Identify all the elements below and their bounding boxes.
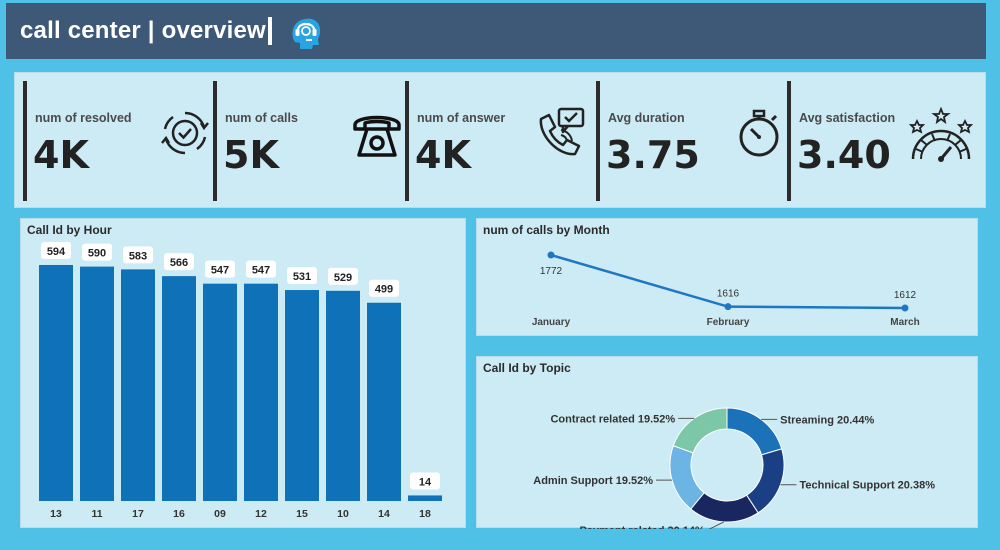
data-label: 583 (129, 250, 147, 262)
kpi-avg-duration: Avg duration 3.75 (596, 81, 786, 201)
series-line (550, 253, 906, 310)
data-label: 547 (211, 265, 229, 277)
resolved-gear-check-icon (161, 111, 209, 155)
pie-slice (726, 407, 783, 456)
bar (39, 265, 73, 501)
bar (162, 276, 196, 501)
chart-title: Call Id by Hour (27, 223, 112, 237)
data-label: 547 (252, 265, 270, 277)
bar-chart: 594 13 590 11 583 17 566 16 547 09 547 12 531 15 529 10… (39, 242, 442, 520)
stopwatch-icon (739, 109, 779, 157)
x-tick-label: February (707, 317, 750, 328)
kpi-label: num of resolved (35, 111, 132, 125)
page-title: call center | overview (20, 17, 266, 44)
slice-label: Contract related 19.52% (550, 413, 675, 425)
data-point (724, 303, 732, 311)
kpi-num-resolved: num of resolved 4K (23, 81, 213, 201)
x-tick-label: March (890, 317, 919, 328)
agent-headset-icon (292, 18, 321, 49)
bar (367, 302, 401, 501)
x-tick-label: 15 (296, 508, 308, 520)
data-label-bg (82, 243, 112, 261)
data-label-bg (369, 279, 399, 297)
data-label: 14 (419, 476, 432, 488)
chart-title: num of calls by Month (483, 223, 610, 237)
text-cursor (267, 17, 272, 45)
bar (121, 269, 155, 501)
kpi-strip: num of resolved 4K num of calls 5K num o… (14, 72, 986, 208)
slice-label: Streaming 20.44% (780, 414, 874, 426)
kpi-num-answer: num of answer 4K (405, 81, 595, 201)
kpi-avg-satisfaction: Avg satisfaction 3.40 (787, 81, 983, 201)
pie-slice (669, 445, 705, 510)
line-chart: 1772 January 1616 February 1612 March (532, 251, 920, 328)
bar (244, 283, 278, 501)
bar (326, 290, 360, 501)
x-tick-label: 09 (214, 508, 226, 520)
bar (285, 290, 319, 501)
x-tick-label: 17 (132, 508, 144, 520)
data-label: 499 (375, 284, 393, 296)
kpi-value: 5K (223, 133, 279, 177)
x-tick-label: 16 (173, 508, 185, 520)
data-label: 566 (170, 257, 188, 269)
data-label-bg (164, 253, 194, 271)
chart-title: Call Id by Topic (483, 361, 571, 375)
data-point (901, 304, 909, 312)
kpi-value: 4K (33, 133, 89, 177)
data-label: 529 (334, 272, 352, 284)
x-tick-label: 14 (378, 508, 390, 520)
leader-line (708, 521, 725, 529)
x-tick-label: 18 (419, 508, 431, 520)
data-label-bg (205, 260, 235, 278)
kpi-label: Avg satisfaction (799, 111, 896, 125)
data-label-bg (123, 246, 153, 264)
panel-call-id-by-topic: Call Id by Topic Streaming 20.44% Technic… (476, 356, 978, 529)
bar (203, 283, 237, 501)
slice-label: Payment related 20.14% (579, 525, 705, 529)
telephone-icon (353, 115, 401, 157)
data-label-bg (328, 267, 358, 285)
satisfaction-gauge-stars-icon (908, 106, 974, 162)
data-label: 590 (88, 248, 106, 260)
kpi-value: 3.75 (606, 133, 700, 177)
kpi-label: Avg duration (608, 111, 685, 125)
data-label: 1616 (717, 289, 740, 300)
data-label: 1772 (540, 266, 563, 277)
donut-chart: Streaming 20.44% Technical Support 20.38%… (533, 407, 935, 529)
pie-slice (672, 407, 728, 454)
kpi-label: num of answer (417, 111, 506, 125)
dashboard-header: call center | overview (6, 3, 986, 59)
panel-calls-by-month: num of calls by Month 1772 January 1616 Feb… (476, 218, 978, 336)
data-point (547, 251, 555, 259)
kpi-label: num of calls (225, 111, 298, 125)
data-label-bg (410, 472, 440, 490)
kpi-num-calls: num of calls 5K (213, 81, 403, 201)
x-tick-label: 11 (91, 508, 102, 520)
x-tick-label: 12 (255, 508, 267, 520)
data-label: 594 (47, 246, 66, 258)
bar (408, 495, 442, 501)
panel-call-id-by-hour: Call Id by Hour 594 13 590 11 583 17 566 16 547 0… (20, 218, 466, 528)
x-tick-label: 13 (50, 508, 62, 520)
phone-answer-chat-icon (539, 107, 585, 156)
kpi-value: 4K (415, 133, 471, 177)
data-label-bg (41, 242, 71, 259)
data-label: 531 (293, 271, 311, 283)
x-tick-label: 10 (337, 508, 349, 520)
slice-label: Technical Support 20.38% (799, 480, 935, 492)
data-label-bg (246, 260, 276, 278)
x-tick-label: January (532, 317, 571, 328)
slice-label: Admin Support 19.52% (533, 475, 653, 487)
data-label-bg (287, 267, 317, 285)
bar (80, 266, 114, 501)
data-label: 1612 (894, 290, 917, 301)
kpi-value: 3.40 (797, 133, 891, 177)
